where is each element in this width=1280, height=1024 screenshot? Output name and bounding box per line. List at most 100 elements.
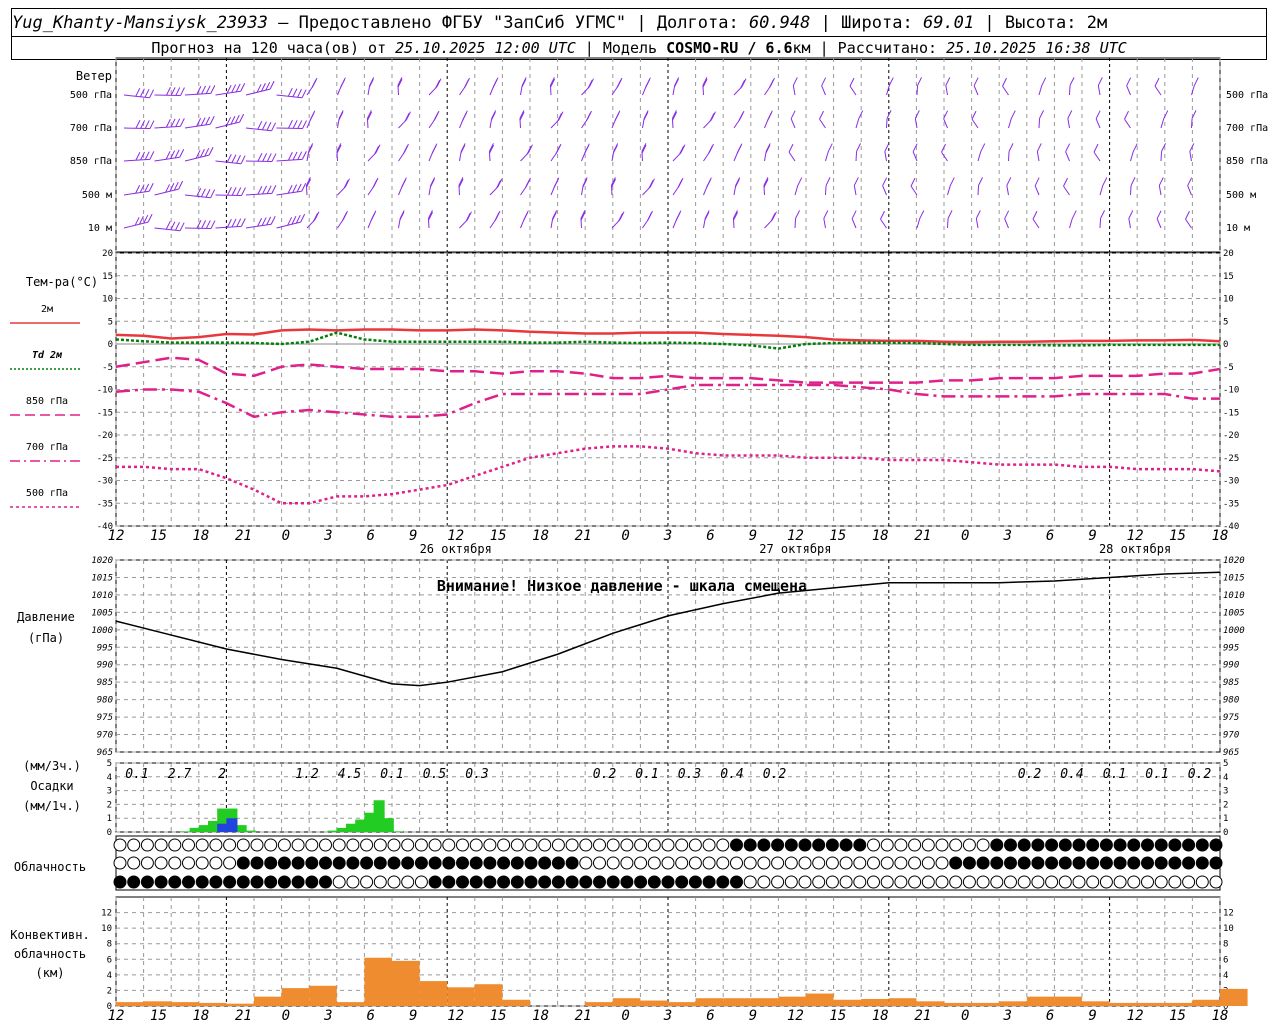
wind-barb-feather [135,120,141,129]
cloud-symbol [743,838,757,852]
pressure-ytick-right: 1005 [1223,608,1245,618]
wind-barb-feather [551,211,557,221]
cloud-symbol [277,875,291,889]
wind-barb-feather [618,212,624,222]
cloud-symbol [346,856,360,870]
cloud-symbol [428,856,442,870]
precip-total: 0.2 [593,767,617,782]
precip-ytick-right: 3 [1223,787,1228,797]
cloud-symbol [551,875,565,889]
lon-value: 60.948 [748,13,811,33]
time-label-bottom: 15 [150,1008,167,1024]
wind-barb [245,192,272,196]
temp-ytick-left: -20 [97,431,113,441]
wind-barb-feather [199,149,205,158]
cloud-symbol [825,856,839,870]
wind-barb [1124,118,1131,129]
wind-barb-feather [767,112,773,121]
cloud-symbol [880,856,894,870]
wind-barb-feather [738,112,744,121]
pressure-ytick-left: 995 [97,643,113,653]
precip-bar [208,820,220,832]
precip-ytick-right: 2 [1223,800,1228,810]
wind-barb-feather [205,188,211,198]
wind-barb-feather [149,151,155,160]
wind-barb-feather [494,212,500,221]
cloud-symbol [962,838,976,852]
cloud-symbol [456,856,469,870]
precip-bar [355,819,367,832]
conv-ytick-left: 4 [107,971,112,981]
conv-ytick-left: 8 [107,940,112,950]
wind-barb-feather [589,78,594,87]
wind-barb-feather [765,144,771,154]
wind-barb-feather [768,79,774,88]
wind-barb-feather [208,146,214,156]
wind-barb-feather [490,111,496,121]
cloud-symbol [839,875,853,889]
wind-barb-feather [291,216,297,225]
conv-ytick-left: 0 [107,1002,112,1012]
temp-ytick-right: -20 [1223,431,1239,441]
wind-barb-feather [1095,110,1101,119]
precip-ytick-left: 5 [107,759,112,769]
cloud-symbol [921,875,935,889]
wind-barb-feather [519,111,525,121]
wind-barb-feather [401,179,407,188]
cloud-symbol [291,875,305,889]
wind-barb-feather [582,178,588,188]
precip-ytick-left: 2 [107,800,112,810]
cloud-symbol [565,875,579,889]
wind-barb-feather [671,110,677,119]
convective-bar [1026,996,1055,1006]
pressure-ytick-right: 1015 [1223,573,1245,583]
cloud-symbol [442,856,456,870]
cloud-symbol [250,838,264,852]
wind-barb-feather [139,184,145,193]
temp-ytick-right: 20 [1223,249,1234,259]
model-label: | Модель [575,39,667,57]
wind-barb-feather [825,177,831,186]
wind-barb [215,225,242,229]
time-label: 3 [1002,528,1011,544]
cloud-symbol [647,856,661,870]
cloud-symbol [1113,856,1127,870]
wind-barb-feather [209,116,215,125]
wind-barb [947,185,951,196]
wind-barb-feather [1032,210,1038,220]
convective-bar [198,1002,227,1006]
cloud-symbol [332,856,346,870]
temp-legend-label: 2м [41,304,53,315]
temp-ytick-left: -25 [97,454,113,464]
wind-barb-feather [1193,77,1199,86]
convective-bar [888,998,917,1006]
wind-barb-feather [1130,177,1136,186]
time-label-bottom: 12 [787,1008,804,1024]
wind-barb-feather [436,78,442,87]
wind-barb [1095,118,1101,129]
wind-barb [916,85,919,96]
cloud-symbol [332,838,346,852]
cloud-symbol [579,875,593,889]
cloud-symbol [140,875,154,889]
cloud-symbol [1209,856,1223,870]
wind-barb-feather [372,179,378,188]
cloud-symbol [1099,838,1113,852]
cloud-symbol [1072,838,1086,852]
wind-barb-feather [227,187,232,196]
wind-barb [1191,85,1195,96]
temp-ytick-right: -35 [1223,499,1239,509]
pressure-ytick-right: 975 [1223,713,1239,723]
wind-barb-feather [287,152,293,161]
wind-barb-feather [368,78,374,88]
wind-barb-feather [555,145,561,154]
wind-barb-feather [587,79,593,89]
cloud-symbol [798,875,812,889]
alt-value: 2м [1086,13,1108,33]
precip-total: 0.1 [1103,767,1126,782]
time-label-bottom: 0 [621,1008,629,1024]
wind-barb [276,158,303,162]
wind-barb-feather [489,144,494,154]
time-label-bottom: 18 [872,1008,889,1024]
